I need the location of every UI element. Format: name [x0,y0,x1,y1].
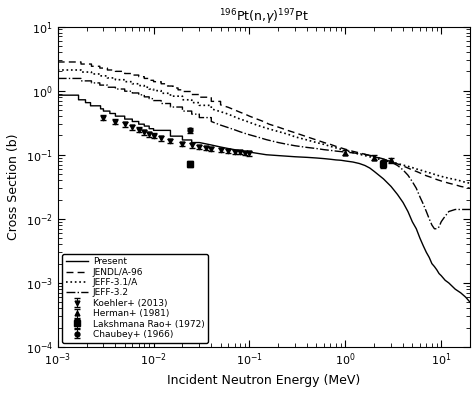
JEFF-3.1/A [55,68,60,72]
JEFF-3.1/A [380,158,386,163]
Y-axis label: Cross Section (b): Cross Section (b) [7,134,20,240]
JENDL/A-96 [408,167,414,172]
JEFF-3.1/A [399,163,405,167]
JENDL/A-96 [55,59,60,64]
JEFF-3.1/A [466,181,472,186]
JENDL/A-96 [466,186,472,191]
JEFF-3.2 [431,227,436,231]
Line: Present: Present [58,95,469,302]
JEFF-3.2 [428,223,434,227]
JENDL/A-96 [242,112,248,117]
Present [188,140,194,145]
JENDL/A-96 [284,128,290,133]
JEFF-3.2 [332,149,338,153]
JEFF-3.2 [416,195,422,199]
JENDL/A-96 [423,173,428,178]
JEFF-3.2 [387,160,393,164]
Present [55,93,60,98]
JEFF-3.2 [55,76,60,81]
JENDL/A-96 [349,149,355,154]
Present [136,119,141,124]
Line: JENDL/A-96: JENDL/A-96 [58,62,469,188]
Present [380,177,386,181]
X-axis label: Incident Neutron Energy (MeV): Incident Neutron Energy (MeV) [167,374,360,387]
JEFF-3.1/A [423,169,428,174]
JEFF-3.1/A [387,160,393,164]
JEFF-3.2 [284,142,290,147]
Legend: Present, JENDL/A-96, JEFF-3.1/A, JEFF-3.2, Koehler+ (2013), Herman+ (1981), Laks: Present, JENDL/A-96, JEFF-3.1/A, JEFF-3.… [62,254,208,342]
Line: JEFF-3.2: JEFF-3.2 [58,78,469,229]
Present [304,155,309,160]
Title: $^{196}$Pt(n,$\gamma$)$^{197}$Pt: $^{196}$Pt(n,$\gamma$)$^{197}$Pt [218,7,308,26]
JEFF-3.1/A [97,74,102,78]
JEFF-3.2 [437,219,443,224]
Line: JEFF-3.1/A: JEFF-3.1/A [58,70,469,183]
Present [188,138,194,142]
JEFF-3.2 [466,207,472,212]
JEFF-3.1/A [366,154,372,159]
Present [466,300,472,305]
JENDL/A-96 [387,159,393,164]
Present [141,122,147,126]
